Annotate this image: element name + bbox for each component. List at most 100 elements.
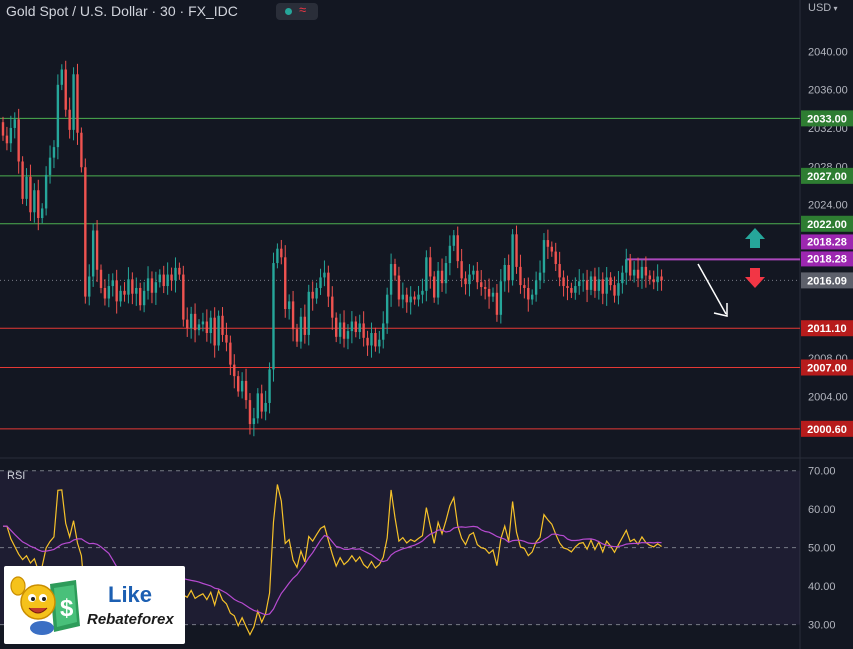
candle-body bbox=[29, 176, 32, 213]
price-tag-text: 2027.00 bbox=[807, 171, 847, 183]
candle-body bbox=[327, 272, 330, 297]
symbol-title[interactable]: Gold Spot / U.S. Dollar · 30 · FX_IDC bbox=[6, 3, 238, 19]
candle bbox=[331, 286, 334, 330]
candle-body bbox=[103, 287, 107, 299]
candle-body bbox=[566, 286, 569, 288]
candle-body bbox=[193, 313, 197, 331]
candle bbox=[166, 262, 169, 295]
candle bbox=[491, 287, 495, 302]
candle bbox=[205, 309, 209, 342]
candles bbox=[1, 60, 663, 437]
candle-body bbox=[574, 286, 577, 293]
candle-body bbox=[605, 277, 608, 294]
candle bbox=[119, 285, 122, 307]
candle-body bbox=[5, 135, 9, 144]
price-tag-resistance: 2027.00 bbox=[801, 167, 853, 184]
candle bbox=[295, 323, 299, 347]
candle-body bbox=[127, 279, 130, 295]
candle-body bbox=[385, 294, 389, 324]
candle-body bbox=[287, 301, 291, 310]
candle bbox=[625, 248, 628, 285]
candle bbox=[158, 269, 161, 288]
candle-body bbox=[21, 161, 24, 199]
candle bbox=[636, 257, 640, 288]
candle bbox=[362, 311, 365, 347]
candle-body bbox=[248, 400, 252, 425]
candle-body bbox=[225, 334, 228, 343]
candle-body bbox=[629, 259, 632, 276]
price-tag-support: 2000.60 bbox=[801, 420, 853, 437]
candle-body bbox=[84, 167, 87, 297]
candle bbox=[72, 67, 75, 141]
candle bbox=[464, 271, 467, 295]
candle bbox=[52, 140, 56, 169]
candle bbox=[237, 370, 240, 397]
candle bbox=[589, 271, 593, 296]
candle-body bbox=[378, 339, 381, 347]
candle bbox=[370, 322, 373, 358]
candle bbox=[256, 388, 259, 424]
candle-body bbox=[244, 380, 248, 401]
candle-body bbox=[299, 316, 303, 342]
candle-body bbox=[460, 261, 463, 279]
candle bbox=[182, 265, 185, 327]
candle-body bbox=[358, 323, 361, 333]
candle-body bbox=[601, 279, 604, 294]
candle bbox=[221, 307, 224, 342]
candle-body bbox=[68, 109, 71, 130]
price-tag-text: 2022.00 bbox=[807, 219, 847, 231]
candle-body bbox=[546, 240, 550, 247]
projection-arrow bbox=[697, 263, 727, 315]
candle-body bbox=[25, 176, 28, 199]
candle-body bbox=[652, 279, 655, 283]
candle bbox=[640, 259, 644, 289]
candle-body bbox=[303, 316, 307, 335]
candle bbox=[162, 265, 165, 294]
logo-word-like: Like bbox=[108, 582, 153, 607]
candle-body bbox=[621, 272, 624, 284]
candle-body bbox=[229, 342, 232, 365]
candle bbox=[429, 246, 432, 289]
candle bbox=[76, 63, 79, 145]
candle-body bbox=[346, 331, 350, 339]
candle-body bbox=[436, 270, 440, 298]
price-tick-label: 2024.00 bbox=[808, 200, 848, 212]
candle bbox=[385, 287, 389, 334]
candle bbox=[229, 335, 232, 376]
candle bbox=[48, 145, 52, 184]
candle-body bbox=[656, 276, 659, 283]
candle-body bbox=[178, 267, 181, 275]
candle bbox=[327, 265, 330, 308]
candle-body bbox=[644, 266, 648, 276]
currency-selector[interactable]: USD ▾ bbox=[808, 2, 837, 14]
candle-body bbox=[448, 245, 452, 264]
candle-body bbox=[76, 74, 79, 133]
candle bbox=[350, 311, 354, 344]
candle bbox=[601, 272, 604, 305]
candle bbox=[366, 330, 369, 356]
candle bbox=[346, 324, 350, 350]
candle bbox=[605, 266, 608, 306]
candle-body bbox=[558, 264, 561, 278]
candle bbox=[252, 407, 256, 437]
candle bbox=[378, 330, 381, 354]
candle bbox=[240, 372, 244, 399]
candle bbox=[186, 307, 189, 337]
price-tick-label: 2004.00 bbox=[808, 391, 848, 403]
candle bbox=[37, 179, 40, 231]
candle-body bbox=[256, 393, 259, 419]
candle bbox=[538, 260, 542, 290]
market-status[interactable]: ≈ bbox=[276, 2, 318, 20]
candle-body bbox=[433, 276, 436, 298]
candle-body bbox=[205, 321, 209, 334]
candle bbox=[5, 126, 9, 151]
candle bbox=[41, 203, 44, 224]
candle bbox=[397, 266, 401, 307]
candle-body bbox=[64, 69, 67, 110]
price-tag-support: 2011.10 bbox=[801, 320, 853, 337]
candle-body bbox=[48, 157, 52, 175]
candle bbox=[342, 310, 346, 348]
candle-body bbox=[409, 296, 412, 303]
candle bbox=[487, 278, 491, 309]
